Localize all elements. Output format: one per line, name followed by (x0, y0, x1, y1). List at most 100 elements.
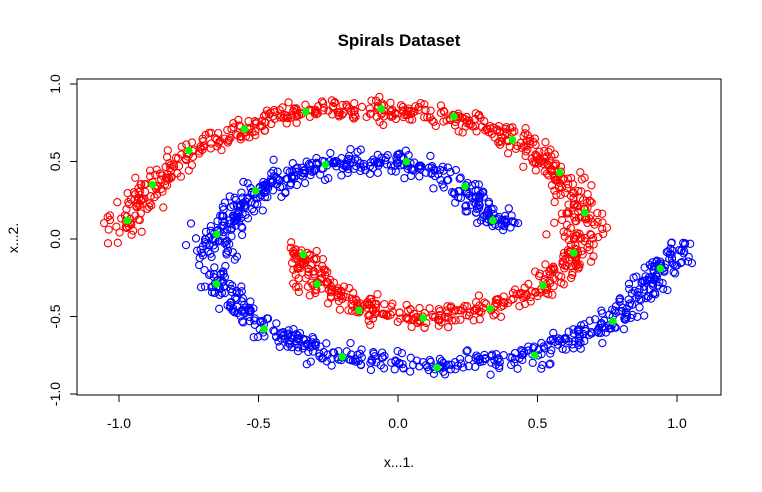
red-data-point (423, 113, 432, 122)
red-data-point (163, 146, 172, 155)
blue-data-point (573, 325, 582, 335)
red-data-point (456, 306, 465, 315)
blue-data-point (306, 343, 315, 352)
blue-data-point (286, 179, 295, 188)
blue-data-point (665, 254, 674, 264)
red-data-point (380, 299, 389, 309)
blue-data-point (640, 263, 649, 272)
center-point (402, 157, 411, 166)
red-data-point (370, 309, 380, 319)
red-data-point (150, 193, 159, 202)
blue-data-point (298, 172, 308, 181)
red-data-point (291, 108, 301, 117)
blue-data-point (291, 167, 300, 176)
blue-data-point (598, 338, 607, 348)
blue-data-point (560, 335, 569, 344)
blue-data-point (345, 355, 354, 364)
red-data-point (136, 187, 145, 196)
red-data-point (336, 291, 346, 300)
blue-data-point (596, 328, 606, 338)
red-data-point (334, 296, 344, 306)
center-point (251, 187, 260, 195)
blue-data-point (457, 359, 466, 368)
blue-data-point (464, 362, 473, 371)
blue-data-point (455, 174, 464, 183)
blue-data-point (209, 270, 219, 279)
center-point (377, 105, 386, 113)
blue-data-point (382, 160, 392, 169)
blue-data-point (378, 353, 387, 362)
blue-data-point (448, 188, 457, 197)
blue-data-point (216, 270, 225, 279)
blue-data-point (632, 293, 641, 302)
red-data-point (398, 106, 407, 115)
blue-data-point (427, 161, 437, 171)
red-data-point (341, 292, 351, 302)
red-data-point (573, 202, 583, 211)
blue-data-point (204, 270, 214, 280)
blue-data-point (424, 365, 433, 375)
blue-data-point (258, 181, 268, 190)
red-data-point (135, 215, 144, 225)
blue-data-point (641, 294, 651, 303)
red-data-point (290, 250, 299, 259)
red-data-point (332, 286, 342, 295)
blue-data-point (330, 158, 340, 168)
red-data-point (296, 263, 305, 273)
blue-data-point (442, 176, 452, 185)
red-data-point (132, 202, 141, 211)
blue-data-point (417, 161, 426, 171)
red-data-point (526, 297, 535, 306)
red-data-point (540, 146, 549, 156)
blue-data-point (246, 297, 255, 306)
red-data-point (510, 285, 520, 294)
blue-data-point (366, 358, 375, 368)
blue-data-point (220, 198, 230, 207)
red-data-point (436, 101, 446, 110)
red-data-point (574, 186, 583, 196)
red-data-point (174, 161, 184, 171)
red-data-point (558, 260, 567, 269)
blue-data-point (395, 359, 404, 369)
blue-data-point (192, 246, 202, 255)
red-data-point (365, 311, 374, 320)
blue-data-point (475, 201, 484, 210)
red-data-point (349, 288, 358, 297)
red-data-point (407, 107, 416, 116)
x-tick-label: -1.0 (107, 415, 131, 431)
red-data-point (404, 104, 413, 113)
blue-data-point (640, 277, 649, 286)
blue-data-point (471, 199, 480, 208)
blue-data-point (576, 338, 585, 347)
red-data-point (583, 190, 592, 199)
blue-data-point (666, 244, 675, 253)
red-data-point (576, 168, 585, 177)
blue-data-point (687, 258, 697, 268)
red-data-point (569, 193, 578, 203)
blue-data-point (558, 344, 567, 354)
blue-data-point (408, 166, 418, 175)
red-data-point (188, 152, 198, 162)
red-data-point (540, 167, 549, 176)
blue-data-point (598, 323, 607, 332)
y-tick-label: -0.5 (47, 304, 63, 328)
blue-data-point (250, 316, 259, 325)
red-data-point (524, 279, 533, 289)
blue-data-point (239, 177, 248, 187)
blue-data-point (677, 258, 686, 267)
red-data-point (529, 137, 538, 147)
blue-data-point (225, 216, 234, 225)
red-data-point (546, 145, 555, 154)
red-data-point (289, 246, 298, 256)
red-data-point (456, 315, 465, 324)
blue-data-point (639, 285, 649, 294)
red-data-point (519, 162, 528, 171)
red-data-point (568, 268, 577, 277)
blue-data-point (636, 295, 646, 304)
blue-data-point (401, 146, 411, 155)
red-data-point (576, 234, 585, 243)
blue-data-point (311, 338, 321, 347)
red-data-point (485, 121, 495, 131)
blue-data-point (269, 155, 278, 164)
red-data-point (503, 149, 513, 158)
